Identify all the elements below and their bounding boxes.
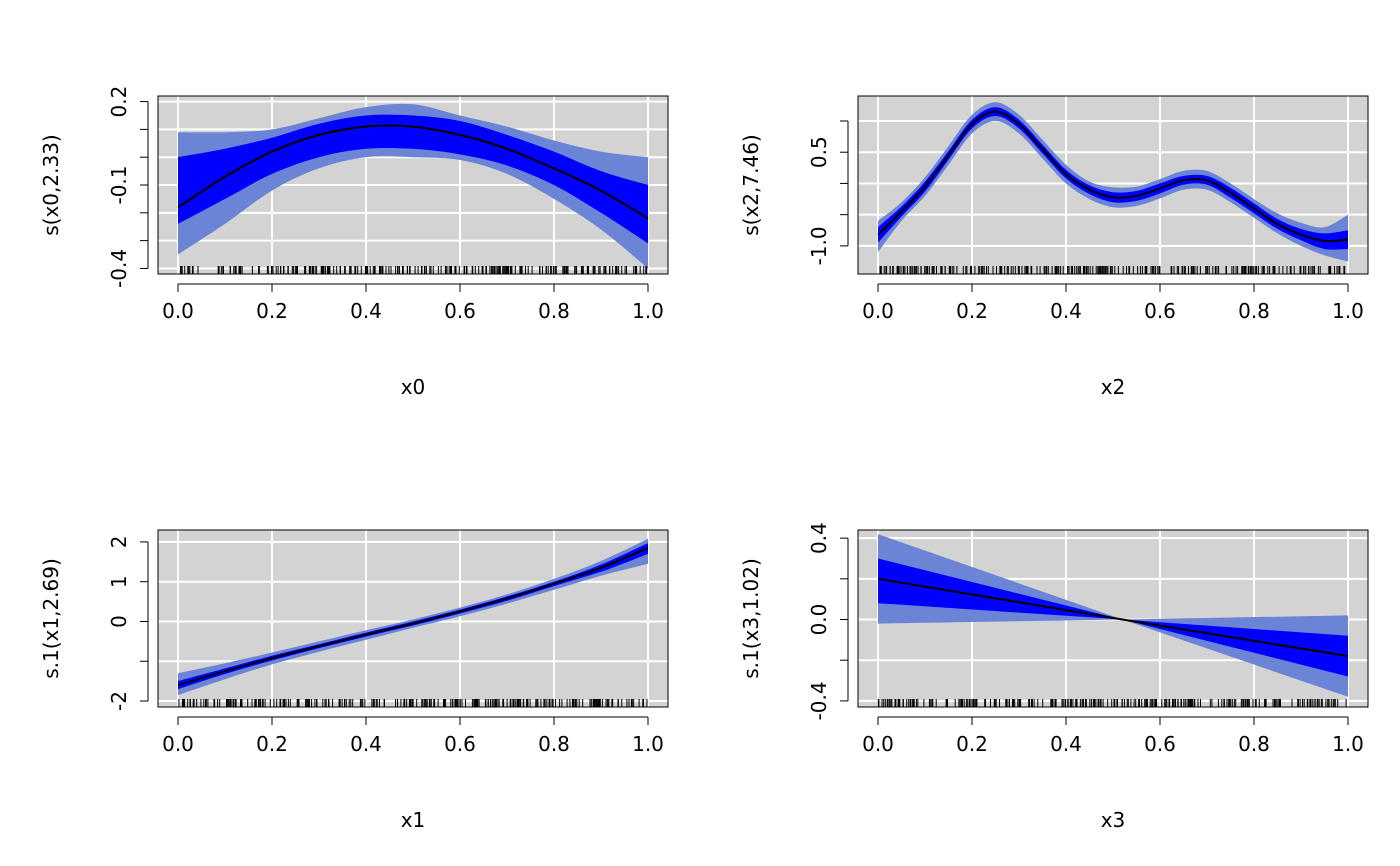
x-tick-label: 1.0: [632, 732, 664, 756]
rug-ticks: [180, 266, 648, 274]
x-tick-label: 0.8: [538, 299, 570, 323]
y-tick-label: 0.5: [807, 136, 831, 168]
y-axis: -0.4 0.0 0.4: [807, 522, 849, 720]
x-tick-label: 0.2: [256, 732, 288, 756]
fitted-smooth-line: [877, 110, 1349, 243]
outer-confidence-band: [178, 538, 648, 696]
rug-ticks: [178, 699, 648, 707]
y-tick-label: 0: [107, 615, 131, 628]
fitted-smooth-line: [877, 577, 1349, 658]
panel-4: 0.0 0.2 0.4 0.6 0.8 1.0 x3 -0.4 0.0 0.4 s.1(x3,1.0…: [739, 522, 1369, 832]
x-tick-label: 0.2: [956, 299, 988, 323]
x-axis: 0.0 0.2 0.4 0.6 0.8 1.0: [862, 283, 1364, 323]
y-tick-label: 0.2: [107, 86, 131, 118]
plot-box: [157, 529, 669, 708]
y-axis-title: s(x0,2.33): [39, 134, 63, 235]
y-axis: -1.0 0.5: [807, 120, 849, 265]
x-tick-label: 0.6: [1144, 299, 1176, 323]
y-tick-label: -0.4: [807, 681, 831, 720]
y-tick-label: 1: [107, 575, 131, 588]
y-tick-label: 0.4: [807, 522, 831, 554]
x-tick-label: 0.8: [1238, 299, 1270, 323]
y-axis-title: s(x2,7.46): [739, 134, 763, 235]
x-axis-title: x3: [1101, 808, 1126, 832]
x-tick-label: 0.4: [350, 299, 382, 323]
y-axis-title: s.1(x1,2.69): [39, 558, 63, 679]
x-axis-title: x1: [401, 808, 426, 832]
rug-ticks: [879, 266, 1346, 274]
x-tick-label: 0.6: [444, 732, 476, 756]
panel-1: 0.0 0.2 0.4 0.6 0.8 1.0 x0 -0.4 -0.1 0.2 s(x0,2.33…: [39, 86, 669, 399]
x-tick-label: 0.8: [1238, 732, 1270, 756]
y-tick-label: 0.0: [807, 604, 831, 636]
plot-box: [857, 529, 1369, 708]
y-axis: -0.4 -0.1 0.2: [107, 86, 149, 288]
x-tick-label: 0.2: [956, 732, 988, 756]
x-tick-label: 0.8: [538, 732, 570, 756]
x-axis: 0.0 0.2 0.4 0.6 0.8 1.0: [162, 716, 664, 756]
plot-background: [158, 530, 668, 707]
x-tick-label: 0.2: [256, 299, 288, 323]
y-axis-title: s.1(x3,1.02): [739, 558, 763, 679]
y-tick-label: 2: [107, 536, 131, 549]
x-tick-label: 0.0: [162, 732, 194, 756]
plot-background: [858, 96, 1368, 274]
x-tick-label: 0.6: [1144, 732, 1176, 756]
x-tick-label: 0.0: [862, 732, 894, 756]
x-axis-title: x0: [401, 375, 426, 399]
plot-box: [857, 95, 1369, 275]
x-tick-label: 0.4: [1050, 732, 1082, 756]
x-tick-label: 0.0: [162, 299, 194, 323]
x-tick-label: 1.0: [1332, 732, 1364, 756]
x-tick-label: 0.0: [862, 299, 894, 323]
y-tick-label: -1.0: [807, 226, 831, 265]
outer-confidence-band: [878, 102, 1348, 262]
y-tick-label: -0.4: [107, 249, 131, 288]
x-axis: 0.0 0.2 0.4 0.6 0.8 1.0: [862, 716, 1364, 756]
x-axis-title: x2: [1101, 375, 1126, 399]
x-tick-label: 0.6: [444, 299, 476, 323]
x-tick-label: 1.0: [632, 299, 664, 323]
x-axis: 0.0 0.2 0.4 0.6 0.8 1.0: [162, 283, 664, 323]
x-tick-label: 0.4: [350, 732, 382, 756]
fitted-smooth-line: [177, 546, 649, 687]
panel-3: 0.0 0.2 0.4 0.6 0.8 1.0 x1 -2 0 1 2 s.1(x1,2.69): [39, 529, 669, 832]
plot-box: [157, 95, 669, 275]
y-tick-label: -0.1: [107, 165, 131, 204]
y-axis: -2 0 1 2: [107, 536, 149, 711]
outer-confidence-band: [878, 534, 1348, 697]
fitted-smooth-line: [177, 124, 649, 220]
inner-confidence-band: [178, 114, 648, 244]
x-tick-label: 1.0: [1332, 299, 1364, 323]
rug-ticks: [877, 699, 1347, 707]
y-tick-label: -2: [107, 691, 131, 711]
panel-2: 0.0 0.2 0.4 0.6 0.8 1.0 x2 -1.0 0.5 s(x2,7.46): [739, 95, 1369, 399]
x-tick-label: 0.4: [1050, 299, 1082, 323]
